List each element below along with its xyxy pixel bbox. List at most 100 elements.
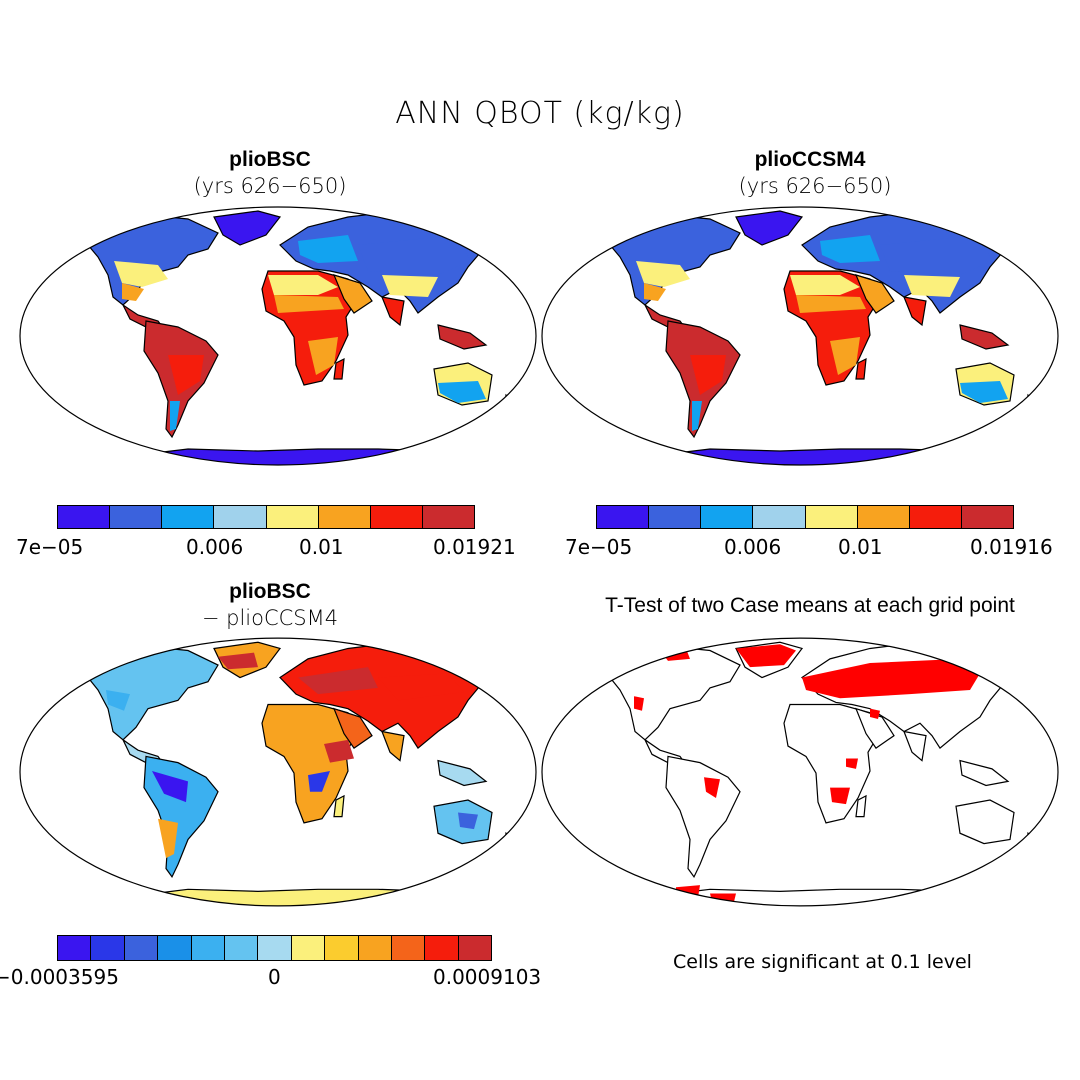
landmass-seAsiaIslands (959, 759, 1010, 787)
field-region (298, 235, 358, 263)
cbar-tr-tick2: 0.01 (838, 535, 883, 559)
field-region (298, 667, 378, 695)
panel-tl-subtitle: (yrs 626−650) (193, 174, 347, 198)
colorbar-segment (909, 506, 962, 528)
figure-title: ANN QBOT (kg/kg) (395, 96, 685, 131)
landmass-arabia (332, 707, 373, 749)
landmass-india (903, 730, 927, 762)
field-region (830, 337, 860, 375)
colorbar-bottom-left (57, 935, 492, 961)
colorbar-segment (597, 506, 650, 528)
significant-cells (704, 777, 720, 798)
colorbar-segment (124, 936, 159, 960)
landmass-seAsiaIslands (437, 759, 488, 787)
map-top-right (541, 206, 1059, 466)
field-region (904, 275, 960, 297)
landmass-antarctica (648, 448, 972, 465)
landmass-seAsiaIslands (959, 324, 1010, 350)
colorbar-segment (214, 506, 267, 528)
panel-tl-title: plioBSC (229, 148, 311, 171)
panel-br-title: T-Test of two Case means at each grid po… (605, 594, 1015, 617)
colorbar-segment (857, 506, 910, 528)
field-region (358, 235, 470, 275)
field-region (274, 295, 344, 313)
colorbar-segment (391, 936, 426, 960)
map-border (19, 206, 537, 466)
landmass-greenland (735, 210, 804, 246)
field-region (796, 295, 866, 313)
map-content (541, 637, 1059, 907)
landmass-antarctica (126, 888, 450, 906)
colorbar-segment (258, 936, 292, 960)
landmass-madagascar (855, 794, 867, 818)
cbar-bl-max: 0.0009103 (433, 965, 542, 989)
colorbar-segment (110, 506, 163, 528)
field-region (382, 275, 438, 297)
cbar-tl-max: 0.01921 (433, 535, 516, 559)
landmass-madagascar (333, 794, 345, 818)
cbar-tl-tick1: 0.006 (186, 535, 244, 559)
colorbar-segment (158, 936, 192, 960)
landmass-india (381, 296, 405, 327)
cbar-bl-zero: 0 (268, 965, 281, 989)
colorbar-segment (370, 506, 423, 528)
map-border (19, 637, 537, 907)
colorbar-segment (701, 506, 754, 528)
colorbar-segment (58, 936, 92, 960)
colorbar-top-left (57, 505, 475, 529)
colorbar-segment (191, 936, 225, 960)
field-region (960, 381, 1008, 403)
landmass-antarctica (126, 448, 450, 465)
field-region (168, 355, 204, 395)
panel-bl-subtitle: − plioCCSM4 (201, 606, 339, 630)
significant-cells (676, 885, 700, 898)
colorbar-segment (358, 936, 392, 960)
colorbar-segment (58, 506, 111, 528)
field-region (880, 235, 992, 275)
field-region (122, 283, 144, 301)
significant-cells (600, 662, 620, 674)
field-region (308, 337, 338, 375)
colorbar-segment (458, 936, 492, 960)
significant-cells (846, 758, 858, 769)
cbar-bl-min: −0.0003595 (0, 965, 119, 989)
significant-cells (736, 644, 796, 668)
field-region (820, 235, 880, 263)
field-region (636, 261, 690, 287)
field-region (644, 283, 666, 301)
landmass-australia (955, 799, 1015, 845)
map-border (541, 637, 1059, 907)
field-region (106, 689, 130, 711)
map-bottom-right (541, 637, 1059, 907)
colorbar-top-right (596, 505, 1014, 529)
landmass-arabia (332, 274, 373, 314)
field-region (152, 770, 188, 803)
panel-tr-title: plioCCSM4 (754, 148, 866, 171)
field-region (170, 401, 180, 431)
field-region (158, 818, 178, 859)
landmass-madagascar (855, 357, 867, 380)
landmass-seAsiaIslands (437, 324, 488, 350)
field-region (324, 739, 354, 763)
field-region (308, 770, 330, 792)
colorbar-segment (224, 936, 259, 960)
colorbar-segment (753, 506, 806, 528)
field-region (790, 275, 860, 295)
colorbar-segment (318, 506, 371, 528)
map-top-left (19, 206, 537, 466)
field-region (268, 275, 338, 295)
landmass-india (903, 296, 927, 327)
significant-cells (830, 787, 850, 805)
cbar-tl-tick2: 0.01 (299, 535, 344, 559)
colorbar-segment (805, 506, 858, 528)
landmass-arabia (854, 274, 895, 314)
colorbar-segment (162, 506, 215, 528)
field-region (690, 355, 726, 395)
cbar-tr-min: 7e−05 (565, 535, 633, 559)
colorbar-segment (266, 506, 319, 528)
field-region (438, 381, 486, 403)
map-border (541, 206, 1059, 466)
landmass-india (381, 730, 405, 762)
colorbar-segment (425, 936, 459, 960)
significant-cells (802, 658, 980, 699)
